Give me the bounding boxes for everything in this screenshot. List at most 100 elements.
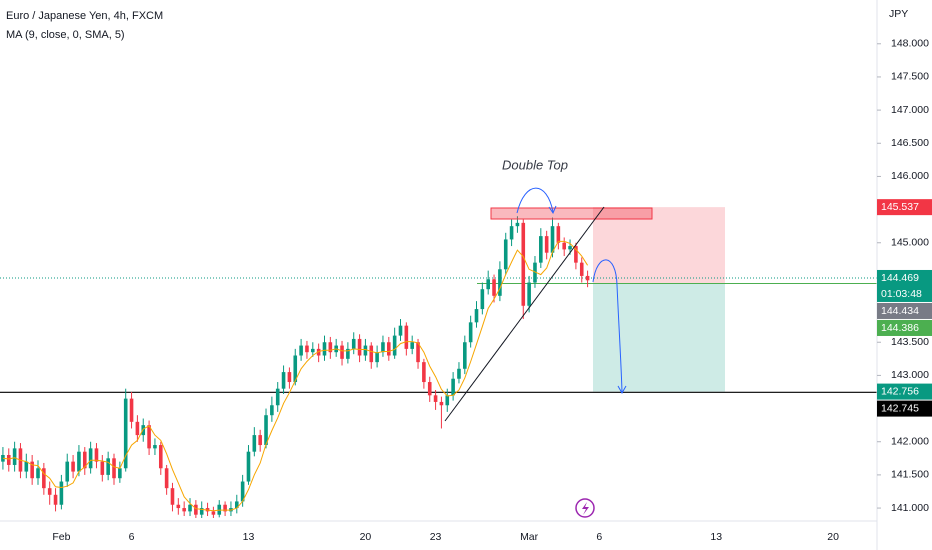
y-tick-label: 147.000 <box>891 104 929 116</box>
x-tick-label: Mar <box>520 531 539 543</box>
x-tick-label: 23 <box>430 531 442 543</box>
chart-title: Euro / Japanese Yen, 4h, FXCM <box>6 10 163 22</box>
candle-body <box>433 395 438 402</box>
candle-body <box>6 455 11 465</box>
candle-body <box>585 275 590 281</box>
candle-body <box>123 398 128 469</box>
candle-body <box>527 282 531 306</box>
price-label: 144.434 <box>881 305 919 317</box>
candle-body <box>422 362 426 383</box>
candle-body <box>82 451 87 469</box>
candle-body <box>328 342 333 353</box>
price-label-bg <box>877 400 932 417</box>
candle-body <box>568 246 572 250</box>
candle-body <box>539 236 543 263</box>
candle-body <box>71 461 75 472</box>
price-label: 144.469 <box>881 272 919 284</box>
currency: JPY <box>889 8 908 20</box>
y-tick-label: 146.500 <box>891 137 929 149</box>
candle-body <box>194 504 198 515</box>
candle-body <box>533 262 537 283</box>
candle-body <box>550 226 555 253</box>
candle-body <box>153 445 157 449</box>
candle-body <box>463 342 467 369</box>
candle-body <box>88 448 93 469</box>
candle-body <box>498 269 502 296</box>
trend-line <box>444 206 605 422</box>
candle-body <box>94 448 99 462</box>
candle-body <box>281 372 286 389</box>
candle-body <box>363 345 368 356</box>
candle-body <box>410 342 414 349</box>
candle-body <box>369 345 374 363</box>
candle-body <box>398 325 403 336</box>
candle-body <box>188 504 192 512</box>
candle-body <box>287 372 292 383</box>
ma-line <box>2 240 589 512</box>
candle-body <box>59 481 64 505</box>
candle-body <box>36 468 40 479</box>
x-tick-label: 13 <box>243 531 255 543</box>
price-axis: 141.000141.500142.000142.500143.000143.5… <box>877 38 932 514</box>
candle-body <box>264 415 268 446</box>
candle-body <box>351 338 356 349</box>
price-label-bg <box>877 319 932 336</box>
y-tick-label: 141.000 <box>891 502 929 514</box>
candle-body <box>182 508 186 512</box>
candle-body <box>445 395 450 406</box>
candle-body <box>170 488 175 505</box>
candle-body <box>240 481 245 502</box>
candle-body <box>199 508 204 515</box>
y-tick-label: 143.000 <box>891 369 929 381</box>
y-tick-label: 147.500 <box>891 71 929 83</box>
candle-body <box>164 468 169 489</box>
candle-body <box>468 322 473 343</box>
candle-body <box>574 246 578 263</box>
candle-body <box>305 345 309 353</box>
y-tick-label: 142.000 <box>891 436 929 448</box>
candle-body <box>457 368 461 379</box>
candle-body <box>129 398 134 422</box>
candle-body <box>509 226 514 240</box>
arc-arrow <box>592 259 623 393</box>
candle-body <box>24 461 29 472</box>
x-tick-label: 6 <box>596 531 602 543</box>
price-label-bg <box>877 269 932 302</box>
event-icon-bolt <box>582 502 589 515</box>
candle-body <box>480 289 485 310</box>
candle-body <box>118 468 122 479</box>
candle-body <box>77 451 81 472</box>
annotation: Double Top <box>502 157 568 172</box>
candle-body <box>404 325 409 349</box>
candle-body <box>141 425 146 436</box>
candle-body <box>375 352 379 363</box>
candle-body <box>340 345 344 359</box>
x-tick-label: Feb <box>52 531 70 543</box>
candle-body <box>42 468 46 489</box>
candle-body <box>474 309 479 323</box>
candle-body <box>381 342 385 353</box>
x-tick-label: 20 <box>827 531 839 543</box>
candle-body <box>299 345 303 356</box>
countdown: 01:03:48 <box>881 288 922 300</box>
price-label: 145.537 <box>881 201 919 213</box>
candle-body <box>346 348 350 359</box>
candle-body <box>100 461 105 475</box>
target-zone <box>593 283 725 392</box>
y-tick-label: 143.500 <box>891 336 929 348</box>
candle-body <box>492 279 496 296</box>
candle-body <box>521 222 526 306</box>
arrow-head <box>548 205 557 215</box>
candle-body <box>147 425 151 449</box>
candle-body <box>12 448 17 465</box>
candle-body <box>234 501 239 509</box>
candle-body <box>258 435 262 446</box>
candle-body <box>252 435 257 452</box>
candle-body <box>322 342 327 356</box>
candle-body <box>392 335 397 356</box>
candle-body <box>30 461 34 479</box>
resistance-zone <box>490 207 653 220</box>
candle-body <box>53 494 58 505</box>
candle-body <box>416 342 420 363</box>
